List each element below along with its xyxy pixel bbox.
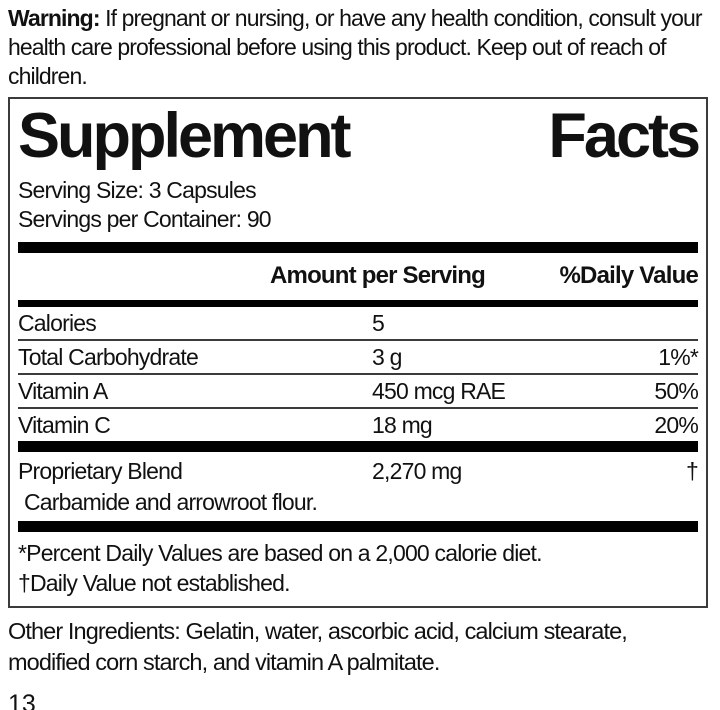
nutrient-amount: 18 mg: [372, 412, 433, 438]
nutrient-row-calories: Calories 5: [18, 307, 698, 341]
footnote-daily-value-not-established: †Daily Value not established.: [18, 570, 291, 596]
nutrient-daily-value: 50%: [654, 378, 698, 404]
blend-name: Proprietary Blend: [18, 458, 183, 484]
nutrient-name: Calories: [18, 310, 97, 336]
blend-amount: 2,270 mg: [372, 458, 462, 484]
serving-size: Serving Size: 3 Capsules: [18, 177, 257, 203]
column-header-daily-value: %Daily Value: [559, 262, 699, 289]
nutrient-row-vitamin-a: Vitamin A 450 mcg RAE 50%: [18, 375, 699, 409]
divider-bar-thick-top: [18, 242, 698, 253]
panel-title-word-left: Supplement: [18, 101, 352, 171]
serving-info: Serving Size: 3 Capsules Servings per Co…: [18, 176, 698, 234]
blend-description: Carbamide and arrowroot flour.: [24, 489, 318, 515]
nutrient-row-total-carbohydrate: Total Carbohydrate 3 g 1%*: [18, 341, 699, 375]
divider-bar-thick-middle: [18, 441, 698, 452]
divider-bar-medium: [18, 300, 698, 307]
nutrient-row-vitamin-c: Vitamin C 18 mg 20%: [18, 409, 699, 441]
blend-daily-value: †: [686, 458, 699, 484]
nutrient-amount: 5: [372, 310, 385, 336]
panel-title: Supplement Facts: [18, 101, 701, 171]
nutrient-name: Total Carbohydrate: [18, 344, 199, 370]
divider-bar-thick-bottom: [18, 521, 698, 532]
panel-title-word-right: Facts: [548, 101, 701, 171]
warning-body: If pregnant or nursing, or have any heal…: [8, 5, 703, 89]
servings-per-container: Servings per Container: 90: [18, 206, 272, 232]
footnote-percent-daily-value: *Percent Daily Values are based on a 2,0…: [18, 540, 543, 566]
warning-label: Warning:: [8, 5, 101, 31]
other-ingredients: Other Ingredients: Gelatin, water, ascor…: [8, 618, 628, 675]
column-header-amount: Amount per Serving: [270, 262, 486, 289]
nutrient-daily-value: 20%: [654, 412, 698, 438]
nutrient-name: Vitamin A: [18, 378, 108, 404]
footnotes: *Percent Daily Values are based on a 2,0…: [18, 532, 698, 598]
page-number: 13: [8, 690, 36, 710]
nutrient-name: Vitamin C: [18, 412, 111, 438]
proprietary-blend-row: Proprietary Blend 2,270 mg †: [18, 452, 699, 487]
warning-text: Warning: If pregnant or nursing, or have…: [8, 4, 714, 91]
nutrient-daily-value: 1%*: [658, 344, 699, 370]
nutrient-amount: 3 g: [372, 344, 402, 370]
supplement-facts-panel: Supplement Facts Serving Size: 3 Capsule…: [8, 97, 708, 608]
table-header-row: Amount per Serving %Daily Value: [18, 253, 699, 300]
nutrient-amount: 450 mcg RAE: [372, 378, 506, 404]
